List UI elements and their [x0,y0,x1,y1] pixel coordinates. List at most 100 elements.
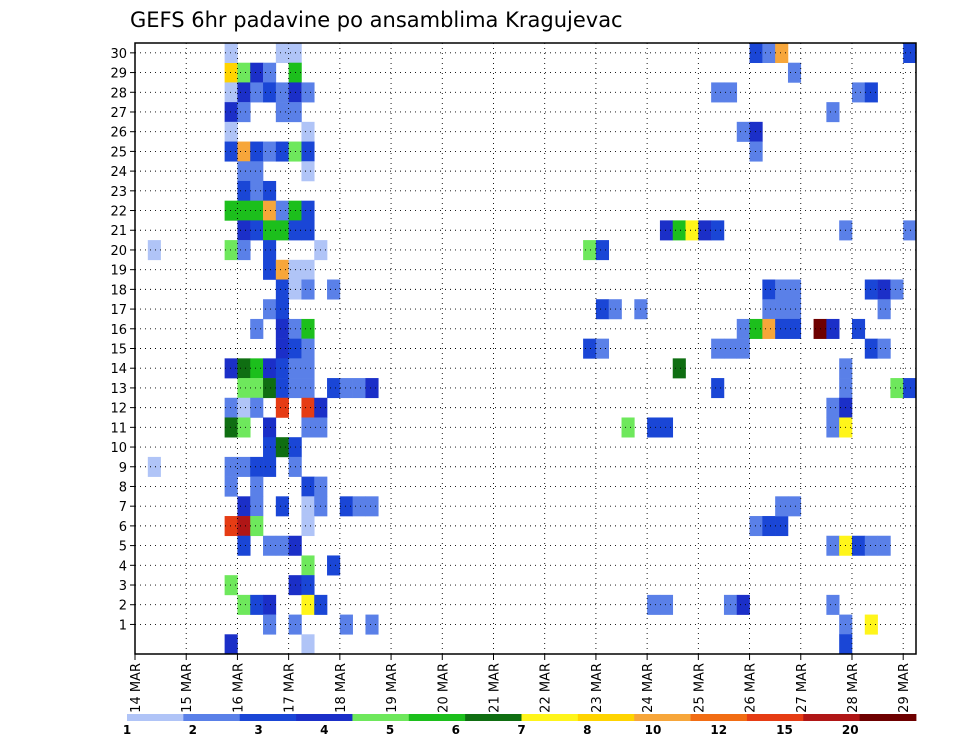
x-tick-label: 21 MAR [487,663,502,713]
heatmap-cell [775,318,789,339]
heatmap-cell [275,141,289,162]
heatmap-cell [237,161,251,182]
heatmap-cell [275,378,289,399]
y-tick-label: 6 [119,520,127,535]
heatmap-cell [864,535,878,556]
heatmap-cell [595,338,610,359]
heatmap-cell [275,338,289,359]
colorbar-label: 3 [254,723,262,737]
heatmap-cell [250,358,264,379]
heatmap-cell [711,220,725,241]
heatmap-cell [224,200,238,221]
colorbar-label: 8 [583,723,591,737]
y-tick-label: 19 [110,264,127,279]
heatmap-cell [301,279,315,300]
heatmap-cell [250,318,264,339]
y-tick-label: 13 [110,382,127,397]
y-tick-label: 12 [110,402,127,417]
y-tick-label: 16 [110,323,127,338]
heatmap-cell [301,121,315,142]
heatmap-cell [301,516,315,537]
heatmap-cell [301,161,315,182]
heatmap-cell [301,594,315,615]
heatmap-cell [275,259,289,280]
colorbar-label: 15 [776,723,793,737]
heatmap-cell [237,82,251,103]
heatmap-cell [263,417,277,438]
heatmap-cell [263,200,277,221]
chart-title: GEFS 6hr padavine po ansamblima Kragujev… [130,8,623,32]
heatmap-cell [826,417,840,438]
x-tick-label: 28 MAR [846,663,861,713]
heatmap-cell [237,358,251,379]
heatmap-cell [327,279,341,300]
heatmap-cell [877,299,891,320]
heatmap-cell [711,338,725,359]
heatmap-cell [787,299,802,320]
colorbar-swatch [352,714,410,721]
heatmap-cells [147,43,917,655]
heatmap-cell [903,378,917,399]
y-tick-label: 30 [110,47,127,62]
heatmap-cell [263,220,277,241]
heatmap-cell [851,318,866,339]
heatmap-cell [762,43,776,64]
x-tick-label: 24 MAR [641,663,656,713]
heatmap-cell [275,82,289,103]
heatmap-cell [237,535,251,556]
heatmap-cell [301,338,315,359]
heatmap-cell [237,220,251,241]
heatmap-cell [224,141,238,162]
heatmap-cell [877,535,891,556]
y-tick-label: 24 [110,165,127,180]
heatmap-cell [301,496,315,517]
colorbar-label: 4 [320,723,328,737]
heatmap-cell [851,535,866,556]
heatmap-cell [250,62,264,83]
heatmap-cell [224,516,238,537]
x-tick-label: 17 MAR [283,663,298,713]
heatmap-cell [672,358,686,379]
heatmap-cell [583,338,597,359]
heatmap-cell [864,82,878,103]
heatmap-cell [775,299,789,320]
y-tick-label: 17 [110,303,127,318]
colorbar-swatch [127,714,184,721]
y-tick-label: 15 [110,343,127,358]
heatmap-cell [224,62,238,83]
heatmap-cell [263,62,277,83]
y-axis: 1234567891011121314151617181920212223242… [110,47,135,633]
heatmap-cell [250,200,264,221]
heatmap-cell [327,378,341,399]
heatmap-cell [224,575,238,596]
x-axis: 14 MAR 15 MAR 16 MAR 17 MAR 18 MAR 19 MAR 20 M… [129,654,912,713]
colorbar-swatch [634,714,691,721]
heatmap-cell [787,62,802,83]
y-tick-label: 7 [119,500,127,515]
x-tick-label: 22 MAR [539,663,554,713]
colorbar-label: 20 [842,723,859,737]
heatmap-cell [224,358,238,379]
x-tick-label: 26 MAR [744,663,759,713]
heatmap-cell [301,82,315,103]
y-tick-label: 2 [119,599,127,614]
heatmap-cell [749,318,763,339]
colorbar-swatch [408,714,466,721]
heatmap-cell [237,496,251,517]
heatmap-cell [762,279,776,300]
heatmap-cell [275,200,289,221]
heatmap-cell [147,456,161,477]
heatmap-cell [762,318,776,339]
heatmap-cell [250,180,264,201]
heatmap-cell [263,180,277,201]
y-tick-label: 18 [110,283,127,298]
heatmap-cell [775,43,789,64]
heatmap-cell [301,259,315,280]
y-tick-label: 25 [110,145,127,160]
heatmap-cell [698,220,712,241]
heatmap-cell [275,535,289,556]
y-tick-label: 27 [110,106,127,121]
heatmap-cell [263,535,277,556]
y-tick-label: 22 [110,205,127,220]
heatmap-cell [237,594,251,615]
